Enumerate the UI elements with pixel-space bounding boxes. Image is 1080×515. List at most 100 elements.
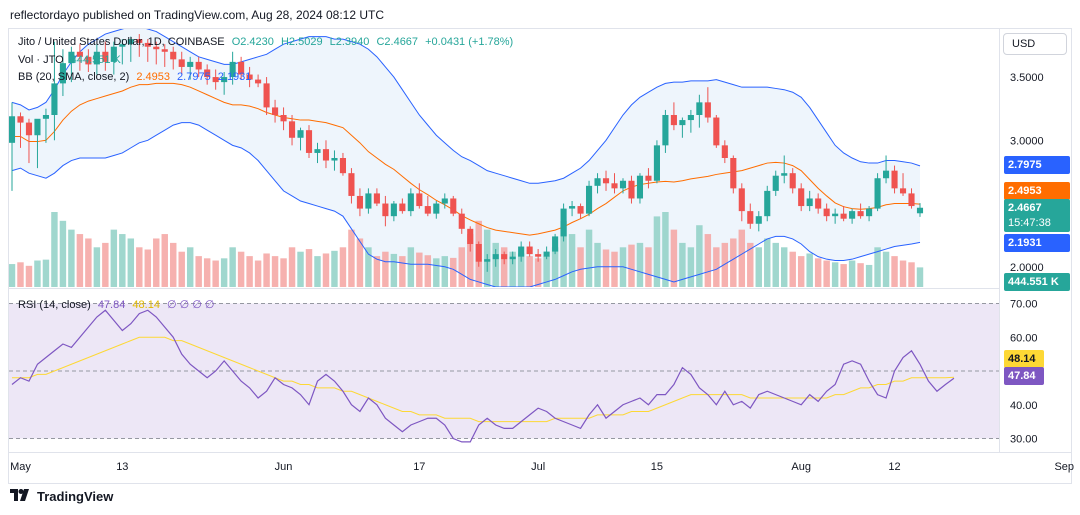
- volume-bar: [704, 234, 712, 287]
- candle-body: [679, 120, 686, 126]
- price-axis-divider: [999, 29, 1000, 452]
- candle-body: [552, 236, 559, 252]
- volume-bar: [85, 238, 92, 287]
- candle-body: [272, 107, 279, 115]
- volume-bar: [246, 256, 253, 287]
- volume-bar: [721, 242, 729, 287]
- volume-bar: [9, 264, 16, 287]
- volume-bar: [331, 250, 338, 287]
- candle-body: [840, 213, 847, 219]
- tradingview-logo-icon: [10, 489, 32, 504]
- candle-body: [509, 256, 516, 260]
- candle-body: [373, 193, 380, 204]
- bb-upper-value: 2.7975: [177, 71, 211, 83]
- volume-bar: [662, 212, 669, 287]
- volume-bar: [772, 242, 779, 287]
- candle-body: [484, 259, 491, 262]
- volume-bar: [348, 229, 355, 287]
- candle-body: [229, 61, 236, 78]
- candle-body: [611, 183, 618, 189]
- volume-bar: [373, 256, 381, 287]
- candle-body: [535, 254, 542, 257]
- volume-bar: [93, 247, 101, 287]
- price-tick-label: 3.5000: [1010, 72, 1044, 84]
- candle-body: [76, 51, 83, 57]
- candle-body: [501, 254, 508, 260]
- candle-body: [255, 79, 262, 84]
- volume-bar: [551, 247, 559, 287]
- bb-lower-tag: 2.1931: [1004, 234, 1070, 252]
- candle-body: [297, 130, 304, 138]
- volume-bar: [670, 229, 678, 287]
- volume-bar: [433, 258, 440, 287]
- candle-body: [730, 158, 737, 189]
- candle-body: [883, 170, 890, 179]
- candle-body: [721, 145, 728, 158]
- volume-bar: [602, 249, 610, 287]
- volume-bar: [908, 262, 915, 287]
- rsi-tick-label: 70.00: [1010, 299, 1038, 311]
- candle-body: [781, 173, 788, 176]
- candle-body: [424, 206, 431, 214]
- candle-body: [153, 46, 160, 50]
- rsi-value: 47.84: [97, 299, 126, 311]
- volume-bar: [916, 267, 924, 287]
- volume-bar: [797, 256, 805, 287]
- candle-body: [204, 69, 211, 78]
- candle-body: [365, 193, 372, 209]
- volume-value: 444.551 K: [70, 54, 121, 66]
- volume-bar: [840, 264, 847, 287]
- volume-bar: [119, 234, 126, 287]
- symbol-legend[interactable]: Jito / United States Dollar, 1D, COINBAS…: [18, 36, 517, 48]
- volume-bar: [636, 242, 644, 287]
- rsi-line: [11, 309, 955, 443]
- price-tick-label: 3.0000: [1010, 135, 1044, 147]
- candle-body: [645, 175, 652, 181]
- volume-bar: [51, 212, 58, 287]
- currency-button[interactable]: USD: [1003, 33, 1067, 55]
- time-axis-label: Aug: [791, 461, 811, 473]
- candle-body: [823, 208, 830, 217]
- volume-bar: [34, 260, 41, 287]
- volume-bar: [314, 256, 321, 287]
- bb-basis-value: 2.4953: [136, 71, 170, 83]
- time-axis-label: 15: [651, 461, 663, 473]
- volume-bar: [509, 251, 516, 287]
- volume-bar: [399, 256, 406, 287]
- volume-bar: [42, 259, 50, 287]
- volume-bar: [220, 258, 228, 287]
- candle-body: [68, 51, 75, 64]
- candle-body: [755, 216, 762, 224]
- rsi-legend[interactable]: RSI (14, close) 47.84 48.14 ∅ ∅ ∅ ∅: [18, 298, 219, 311]
- candle-body: [59, 63, 66, 84]
- bb-basis-tag: 2.4953: [1004, 182, 1070, 200]
- candle-body: [518, 246, 525, 257]
- volume-bar: [288, 247, 296, 287]
- volume-bar: [17, 262, 24, 287]
- candle-body: [874, 178, 881, 209]
- candle-body: [891, 170, 898, 189]
- candle-body: [263, 83, 270, 108]
- bb-legend[interactable]: BB (20, SMA, close, 2) 2.4953 2.7975 2.1…: [18, 71, 255, 83]
- time-axis-label: Jun: [275, 461, 293, 473]
- candle-body: [433, 203, 440, 214]
- volume-bar: [467, 234, 474, 287]
- candle-body: [543, 251, 550, 257]
- candle-body: [577, 206, 584, 214]
- candle-body: [653, 145, 660, 181]
- candle-body: [441, 198, 448, 204]
- candle-body: [170, 51, 177, 60]
- candle-body: [594, 178, 601, 186]
- volume-bar: [577, 247, 584, 287]
- volume-bar: [297, 251, 304, 287]
- candle-body: [450, 198, 457, 214]
- candle-body: [636, 175, 644, 199]
- volume-bar: [534, 258, 542, 287]
- tradingview-footer[interactable]: TradingView: [10, 489, 113, 504]
- tradingview-brand: TradingView: [37, 489, 114, 504]
- candle-body: [34, 118, 41, 136]
- candle-body: [492, 254, 499, 260]
- volume-legend[interactable]: Vol · JTO 444.551 K: [18, 54, 125, 66]
- candle-body: [25, 122, 33, 136]
